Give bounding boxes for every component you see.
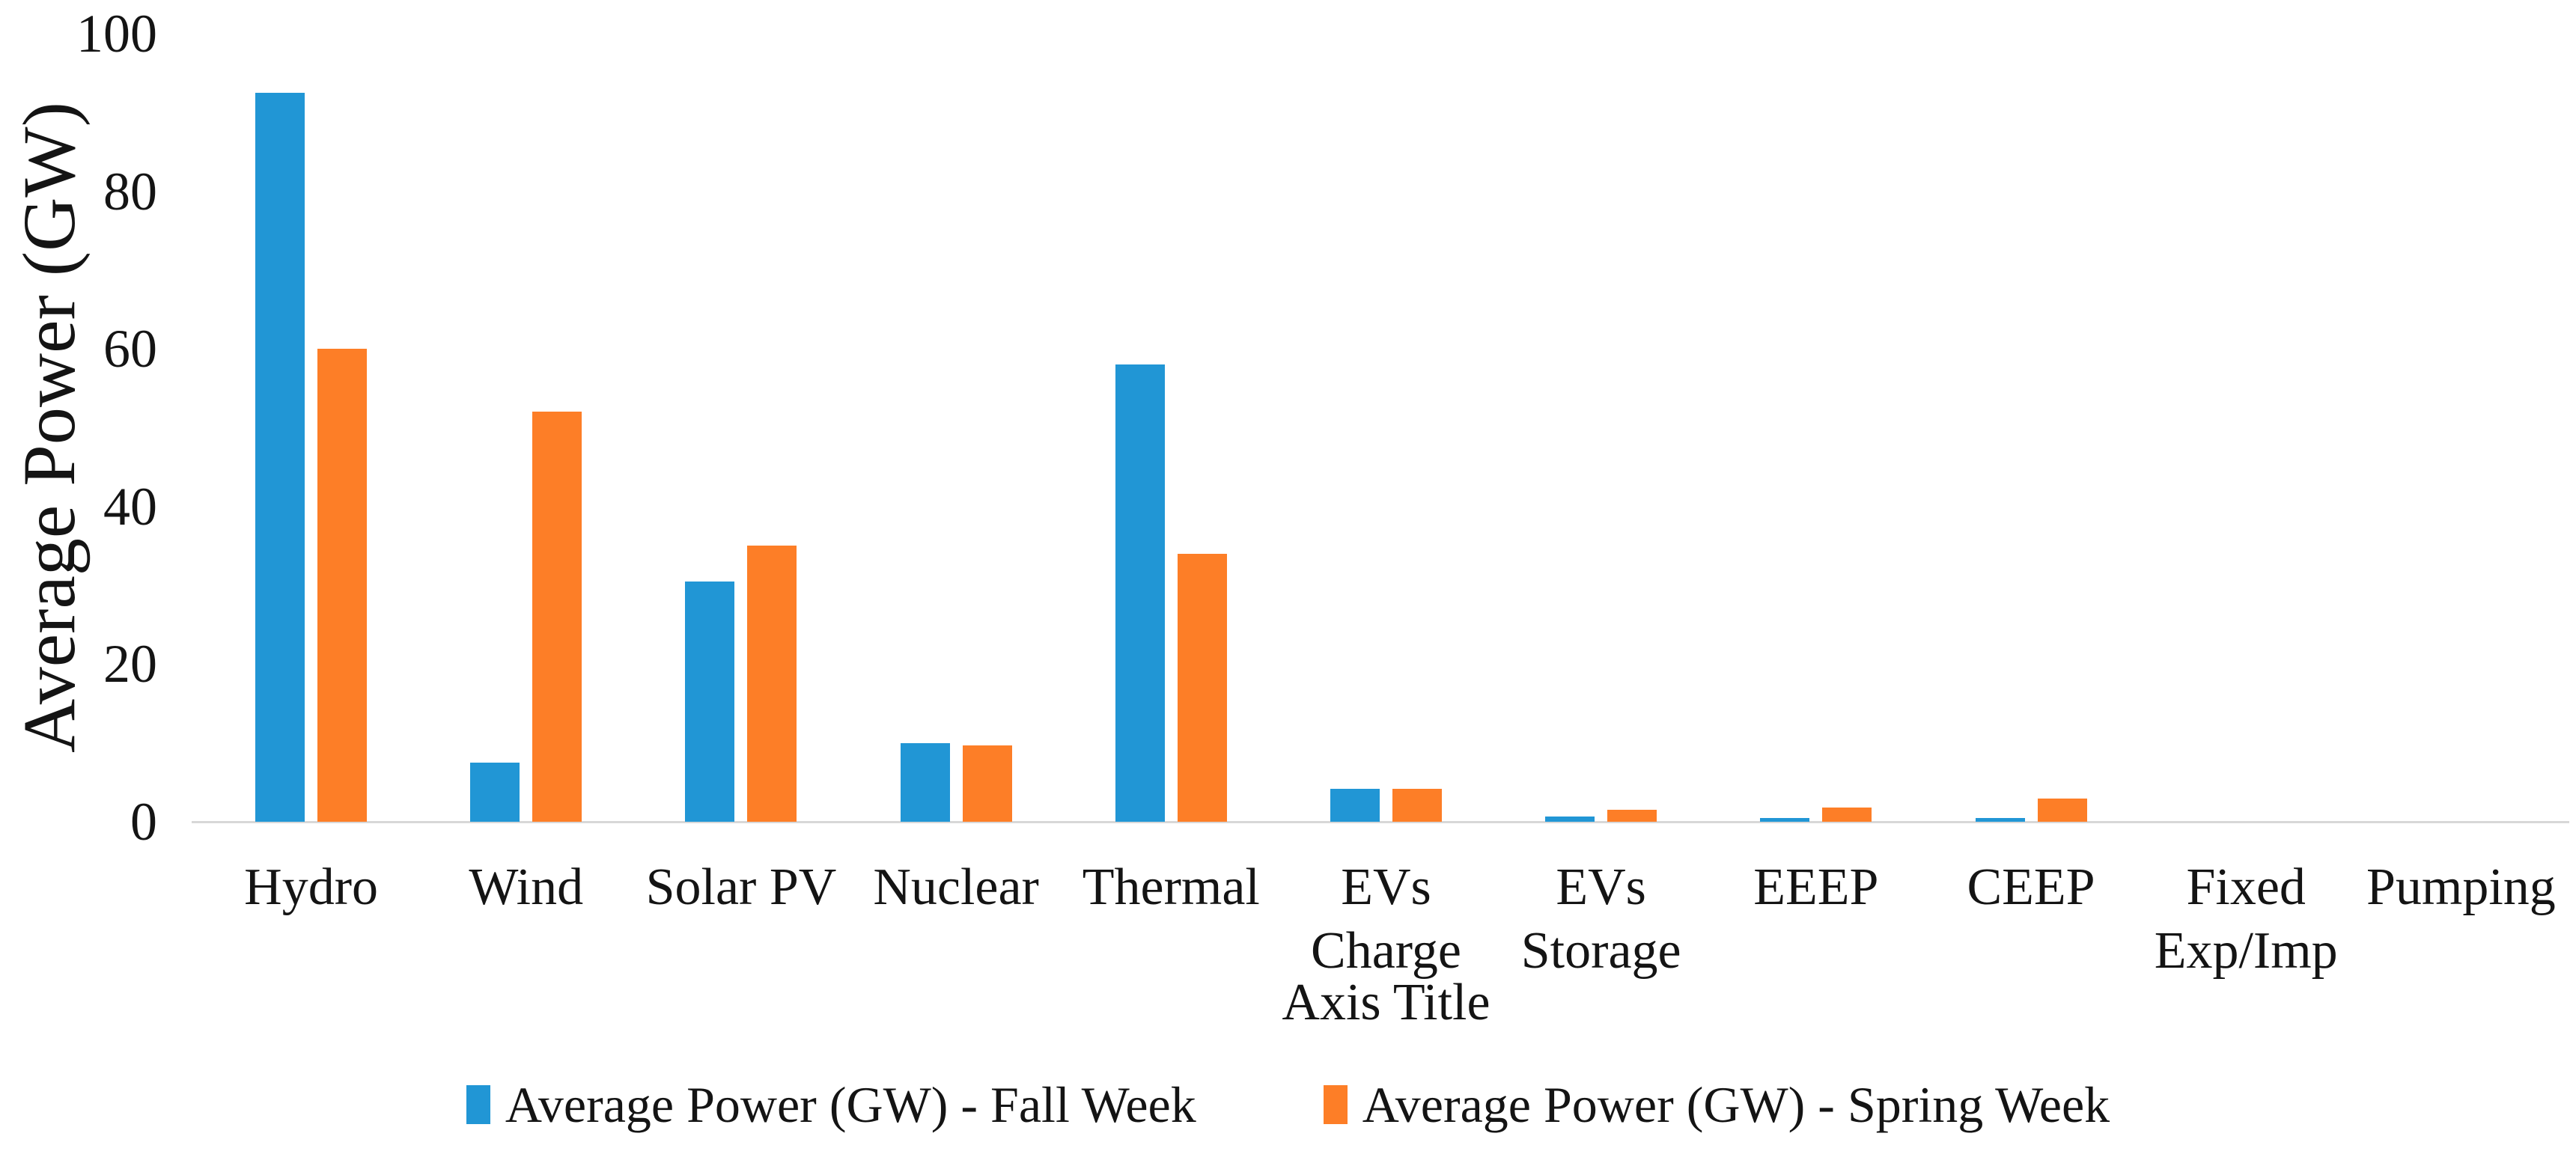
bar-spring-week <box>1607 810 1657 822</box>
y-tick-label: 20 <box>103 634 157 695</box>
bar-spring-week <box>1177 553 1227 822</box>
y-axis-title: Average Power (GW) <box>7 102 91 754</box>
x-category-label: CEEP <box>1967 858 2095 916</box>
bar-spring-week <box>747 546 797 822</box>
legend-item-fall-week: Average Power (GW) - Fall Week <box>466 1079 1196 1130</box>
bar-fall-week <box>1760 817 1810 822</box>
y-tick-label: 40 <box>103 476 157 537</box>
bar-spring-week <box>317 349 368 822</box>
bar-fall-week <box>255 92 305 822</box>
x-category-label: Wind <box>469 858 584 916</box>
bar-spring-week <box>1822 808 1872 822</box>
bar-fall-week <box>900 742 950 822</box>
bar-spring-week <box>962 745 1012 822</box>
x-category-label: Nuclear <box>873 858 1039 916</box>
x-category-label: Thermal <box>1082 858 1260 916</box>
bar-fall-week <box>1545 816 1595 822</box>
legend: Average Power (GW) - Fall Week Average Po… <box>0 1079 2576 1130</box>
x-category-label: EVs Charge <box>1311 858 1461 980</box>
legend-item-spring-week: Average Power (GW) - Spring Week <box>1323 1076 2110 1133</box>
legend-label: Average Power (GW) - Spring Week <box>1362 1076 2110 1133</box>
x-axis-line <box>192 821 2569 823</box>
bar-fall-week <box>685 581 735 822</box>
y-tick-label: 60 <box>103 319 157 379</box>
y-tick-label: 80 <box>103 161 157 222</box>
y-tick-label: 0 <box>130 792 157 852</box>
bar-fall-week <box>470 763 520 822</box>
y-tick-label: 100 <box>76 4 157 64</box>
bar-fall-week <box>1330 788 1380 822</box>
x-category-label: Pumping <box>2366 858 2556 916</box>
bar-fall-week <box>1115 364 1165 822</box>
legend-label: Average Power (GW) - Fall Week <box>505 1076 1196 1133</box>
x-axis-title: Axis Title <box>1282 974 1491 1031</box>
x-category-label: Hydro <box>244 858 379 916</box>
legend-swatch <box>466 1085 490 1124</box>
bar-spring-week <box>2037 799 2087 822</box>
x-category-label: Solar PV <box>645 858 837 916</box>
bar-fall-week <box>1975 817 2025 822</box>
x-category-label: EVs Storage <box>1520 858 1681 980</box>
bar-spring-week <box>1392 788 1442 822</box>
bar-spring-week <box>532 412 582 822</box>
x-category-label: EEEP <box>1753 858 1879 916</box>
x-category-label: Fixed Exp/Imp <box>2154 858 2338 980</box>
legend-swatch <box>1323 1085 1348 1124</box>
